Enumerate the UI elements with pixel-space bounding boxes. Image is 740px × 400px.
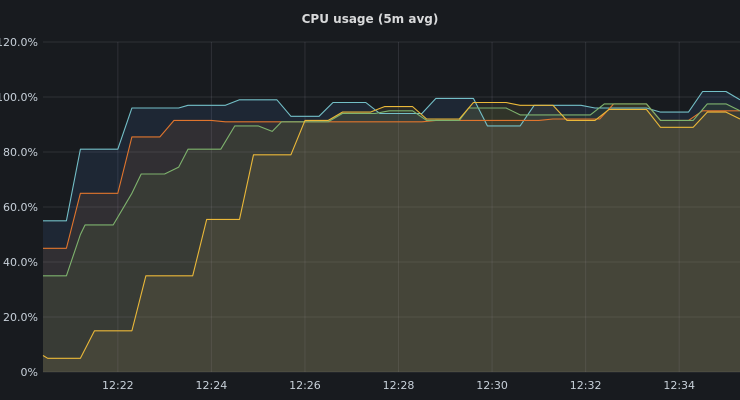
series-area-2 — [43, 103, 740, 373]
panel-title[interactable]: CPU usage (5m avg) — [301, 12, 439, 26]
y-tick-label: 40.0% — [3, 256, 38, 269]
y-tick-label: 60.0% — [3, 201, 38, 214]
y-tick-label: 20.0% — [3, 311, 38, 324]
y-tick-label: 80.0% — [3, 146, 38, 159]
x-tick-label: 12:30 — [476, 379, 508, 392]
series-area-3 — [43, 103, 740, 373]
x-tick-label: 12:24 — [196, 379, 228, 392]
x-tick-label: 12:26 — [289, 379, 321, 392]
y-axis: 0% 20.0% 40.0% 60.0% 80.0% 100.0% 120.0% — [0, 36, 38, 379]
y-tick-label: 120.0% — [0, 36, 38, 49]
series-lines — [42, 90, 740, 359]
series-line-4[interactable] — [42, 101, 740, 359]
series-area-4 — [43, 102, 740, 372]
y-tick-label: 100.0% — [0, 91, 38, 104]
y-tick-label: 0% — [21, 366, 38, 379]
x-tick-label: 12:32 — [570, 379, 602, 392]
series-area-1 — [43, 91, 740, 372]
series-line-3[interactable] — [43, 103, 740, 277]
series-areas — [43, 91, 740, 373]
x-tick-label: 12:28 — [383, 379, 415, 392]
x-tick-label: 12:34 — [663, 379, 695, 392]
x-tick-label: 12:22 — [102, 379, 134, 392]
x-axis: 12:22 12:24 12:26 12:28 12:30 12:32 12:34 — [102, 379, 695, 392]
grid — [43, 41, 740, 373]
